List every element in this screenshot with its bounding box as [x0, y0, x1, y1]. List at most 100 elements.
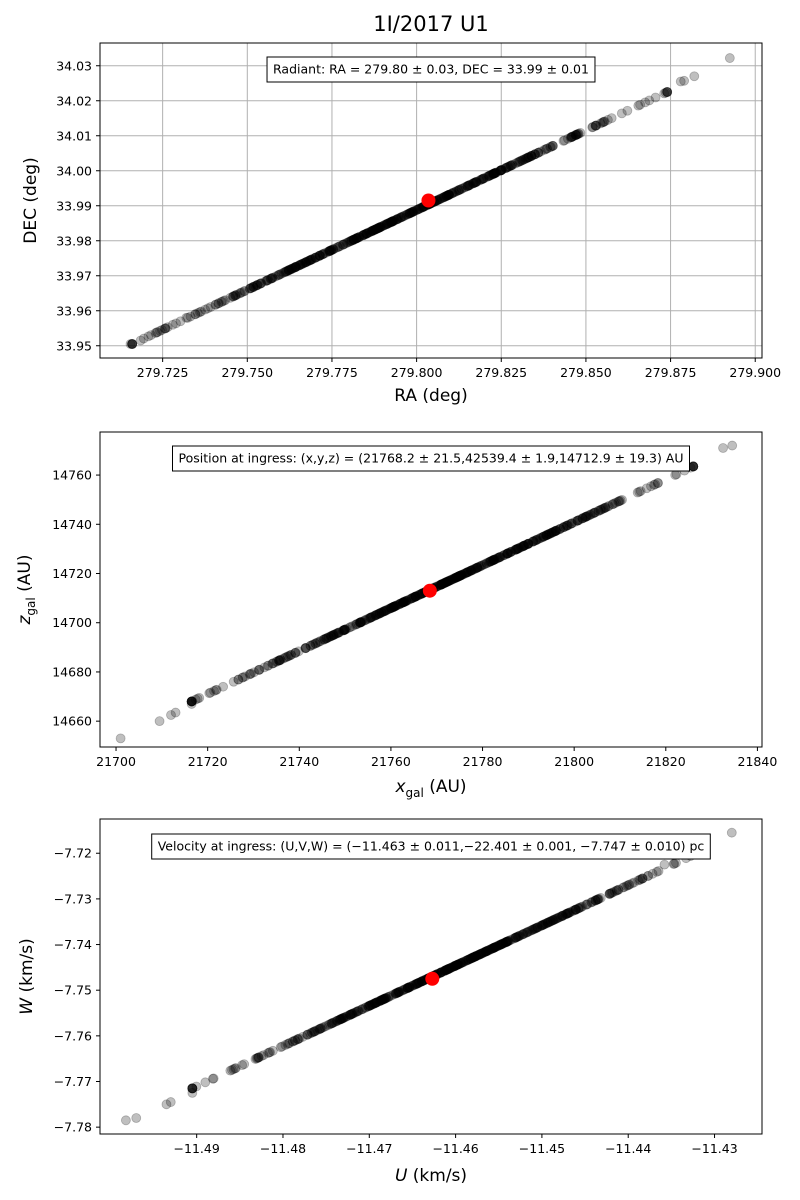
data-point [436, 967, 446, 978]
data-point [550, 526, 561, 536]
x-tick-label: −11.47 [346, 1141, 392, 1156]
data-point [324, 1019, 335, 1030]
data-point [351, 233, 362, 244]
data-point [127, 339, 138, 349]
data-point [545, 916, 556, 927]
data-point [324, 246, 334, 257]
data-point [265, 273, 276, 284]
data-point [334, 1014, 345, 1025]
data-point [319, 634, 330, 645]
data-point [325, 631, 336, 642]
data-point [585, 509, 596, 520]
data-point [407, 207, 418, 218]
data-point [355, 617, 366, 628]
data-point [254, 664, 265, 675]
data-point [436, 579, 447, 590]
data-point [507, 160, 518, 170]
data-point [388, 601, 399, 612]
data-point [553, 912, 564, 923]
data-point-outlier [726, 827, 737, 838]
data-point [609, 498, 620, 509]
data-point [253, 1052, 264, 1063]
data-point [338, 625, 349, 636]
data-point [293, 1034, 304, 1044]
data-point [467, 952, 478, 963]
data-point [483, 171, 493, 182]
data-point [369, 998, 380, 1009]
data-point [566, 518, 577, 529]
data-point [386, 216, 397, 227]
data-point [305, 1028, 316, 1039]
data-point [485, 556, 495, 567]
data-point [483, 171, 494, 181]
data-point [323, 246, 333, 257]
data-point-outlier [170, 707, 181, 718]
data-point [481, 946, 491, 957]
data-point [521, 153, 531, 164]
data-point [309, 1026, 320, 1037]
data-point [439, 965, 450, 976]
data-point [496, 165, 506, 176]
data-point [372, 223, 383, 234]
data-point [592, 894, 603, 905]
data-point [374, 222, 385, 233]
data-point [518, 541, 529, 551]
data-point [495, 939, 506, 950]
data-point [346, 1009, 357, 1020]
data-point [439, 966, 450, 976]
data-point [332, 242, 343, 253]
data-point [307, 1027, 317, 1038]
data-point [491, 553, 501, 564]
data-point [545, 142, 556, 153]
y-tick-label: 14660 [52, 714, 92, 729]
data-point [602, 115, 613, 125]
data-point [407, 980, 418, 991]
data-point [637, 873, 648, 884]
data-point [228, 291, 239, 302]
data-point [351, 233, 362, 244]
data-point [309, 1026, 320, 1037]
data-point [355, 617, 366, 628]
data-point [443, 963, 454, 974]
data-point [504, 161, 515, 172]
data-point [322, 632, 333, 643]
data-point [404, 982, 415, 993]
data-point [383, 992, 394, 1002]
data-point [374, 996, 385, 1007]
data-point [471, 563, 481, 574]
data-point-outlier [181, 312, 192, 323]
data-point [373, 222, 384, 233]
data-point [398, 597, 409, 608]
data-point [390, 988, 401, 999]
data-point [476, 948, 486, 959]
data-point [443, 576, 454, 586]
data-point [138, 333, 149, 344]
data-point [300, 643, 311, 653]
annotation-box: Position at ingress: (x,y,z) = (21768.2 … [172, 445, 690, 472]
data-point [244, 669, 255, 680]
data-point [274, 655, 285, 666]
data-point [213, 298, 224, 309]
data-point [367, 226, 377, 236]
data-point [406, 593, 417, 604]
data-point [402, 209, 413, 220]
data-point [566, 132, 577, 142]
data-point [383, 604, 393, 615]
data-point [379, 993, 390, 1004]
data-point [152, 327, 163, 338]
data-point [436, 579, 447, 590]
data-point [445, 575, 456, 586]
data-point [351, 233, 362, 244]
data-point [248, 281, 259, 292]
data-point [305, 640, 316, 651]
data-point [495, 551, 506, 562]
data-point [254, 664, 264, 675]
data-point [314, 250, 325, 261]
data-point [637, 873, 648, 884]
data-point [301, 257, 312, 267]
data-point [377, 994, 388, 1005]
data-point [370, 224, 381, 235]
data-point [346, 235, 357, 246]
data-point-outlier [115, 733, 126, 744]
data-point [412, 978, 422, 989]
